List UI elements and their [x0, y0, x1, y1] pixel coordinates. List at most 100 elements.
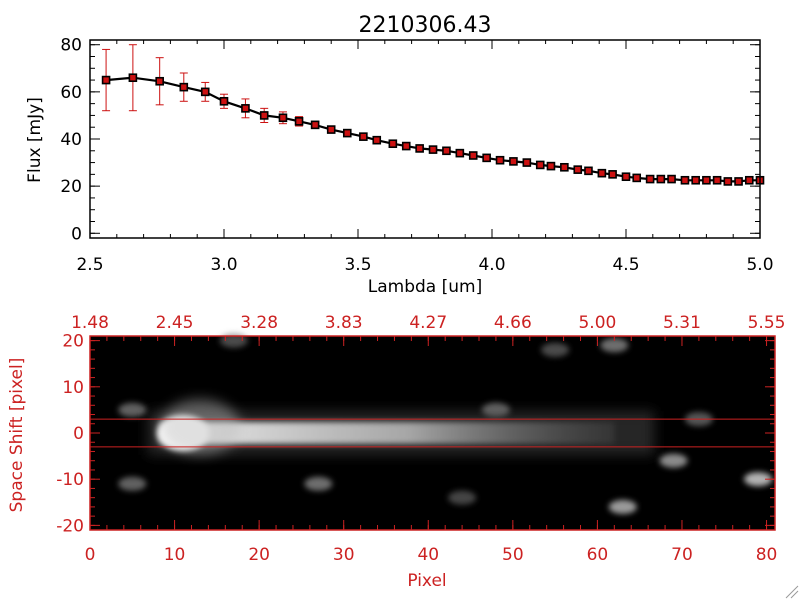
- pixel-tick-label: 80: [756, 545, 778, 565]
- pixel-tick-label: 40: [417, 545, 439, 565]
- noise-blob: [219, 333, 248, 348]
- data-point: [219, 96, 229, 106]
- wavelength-tick-label: 2.45: [156, 313, 194, 333]
- flux-y-axis-label: Flux [mJy]: [25, 97, 45, 183]
- data-point: [560, 162, 569, 172]
- pixel-tick-label: 60: [587, 545, 609, 565]
- data-point: [326, 125, 336, 134]
- x-tick-label: 3.0: [210, 255, 237, 275]
- flux-series-line: [106, 76, 760, 183]
- data-point: [179, 82, 189, 92]
- resize-grip-icon: [785, 585, 799, 599]
- flux-plot-frame: [89, 39, 761, 239]
- noise-blob: [118, 476, 147, 491]
- y-tick-label: 80: [60, 36, 82, 56]
- data-point: [546, 161, 556, 171]
- data-point: [101, 75, 111, 85]
- data-point: [372, 135, 382, 145]
- flux-spectrum-plot: 2.5 3.0 3.5 4.0 4.5 5.0 0 20 40 60 80: [60, 36, 773, 275]
- data-point: [278, 113, 288, 123]
- noise-blob: [744, 472, 773, 487]
- image-y-axis-label: Space Shift [pixel]: [7, 358, 27, 513]
- noise-blob: [600, 338, 629, 353]
- spectral-image-plot: 0 10 20 30 40 50 60 70 80 1.48 2.45 3.28 3.83 4.27 4.6…: [56, 313, 785, 565]
- data-point: [388, 139, 398, 149]
- data-point: [632, 173, 642, 183]
- wavelength-tick-label: 4.66: [494, 313, 532, 333]
- wavelength-tick-label: 5.55: [748, 313, 786, 333]
- noise-blob: [118, 402, 147, 417]
- shift-tick-label: 20: [62, 332, 84, 352]
- data-point: [712, 175, 722, 185]
- data-point: [645, 174, 655, 184]
- y-tick-label: 40: [60, 130, 82, 150]
- data-point: [415, 144, 424, 153]
- image-x-axis-label: Pixel: [407, 571, 446, 591]
- data-point: [342, 128, 352, 138]
- data-point: [455, 148, 465, 158]
- noise-blob: [659, 453, 688, 468]
- trace-peak-halo: [159, 399, 240, 455]
- data-point: [691, 175, 700, 185]
- pixel-tick-label: 10: [164, 545, 186, 565]
- pixel-tick-label: 50: [502, 545, 524, 565]
- noise-blob: [541, 342, 570, 357]
- data-point: [535, 160, 545, 170]
- x-tick-label: 4.0: [478, 255, 505, 275]
- pixel-tick-label: 0: [85, 545, 96, 565]
- data-point: [522, 158, 532, 167]
- data-point: [310, 120, 320, 130]
- data-point: [608, 170, 617, 179]
- data-point: [128, 73, 138, 83]
- wavelength-tick-label: 1.48: [71, 313, 109, 333]
- data-point: [621, 172, 631, 182]
- data-point: [667, 174, 676, 184]
- shift-tick-label: 0: [73, 424, 84, 444]
- data-point: [294, 117, 304, 126]
- noise-blob: [608, 499, 637, 514]
- wavelength-tick-label: 3.28: [240, 313, 278, 333]
- shift-tick-label: 10: [62, 378, 84, 398]
- y-tick-label: 60: [60, 83, 82, 103]
- pixel-tick-label: 20: [248, 545, 270, 565]
- data-point: [200, 87, 210, 97]
- data-point: [584, 166, 593, 176]
- noise-blob: [304, 476, 333, 491]
- data-point: [259, 111, 269, 120]
- noise-blob: [448, 490, 477, 505]
- data-point: [734, 177, 743, 186]
- data-point: [241, 104, 250, 113]
- data-point: [656, 174, 666, 184]
- pixel-tick-label: 30: [333, 545, 355, 565]
- data-point: [723, 177, 733, 186]
- data-point: [442, 146, 451, 156]
- wavelength-tick-label: 3.83: [325, 313, 363, 333]
- data-point: [155, 76, 164, 86]
- y-tick-label: 20: [60, 177, 82, 197]
- wavelength-tick-label: 5.00: [578, 313, 616, 333]
- data-point: [744, 175, 754, 185]
- data-point: [573, 165, 583, 174]
- wavelength-tick-label: 4.27: [409, 313, 447, 333]
- data-point: [680, 175, 690, 185]
- data-point: [428, 145, 438, 154]
- data-point: [509, 157, 518, 166]
- data-point: [359, 132, 368, 141]
- x-tick-label: 2.5: [76, 255, 103, 275]
- data-point: [468, 151, 478, 160]
- pixel-tick-label: 70: [671, 545, 693, 565]
- x-tick-label: 3.5: [344, 255, 371, 275]
- x-tick-label: 5.0: [746, 255, 773, 275]
- y-tick-label: 0: [71, 224, 82, 244]
- wavelength-tick-label: 5.31: [663, 313, 701, 333]
- shift-tick-label: -20: [56, 516, 84, 536]
- data-point: [597, 168, 607, 178]
- flux-x-axis-label: Lambda [um]: [368, 277, 482, 297]
- spectral-trace: [157, 422, 615, 444]
- data-point: [702, 175, 711, 185]
- data-point: [495, 155, 505, 165]
- data-point: [482, 153, 491, 163]
- shift-tick-label: -10: [56, 470, 84, 490]
- data-point: [401, 141, 411, 151]
